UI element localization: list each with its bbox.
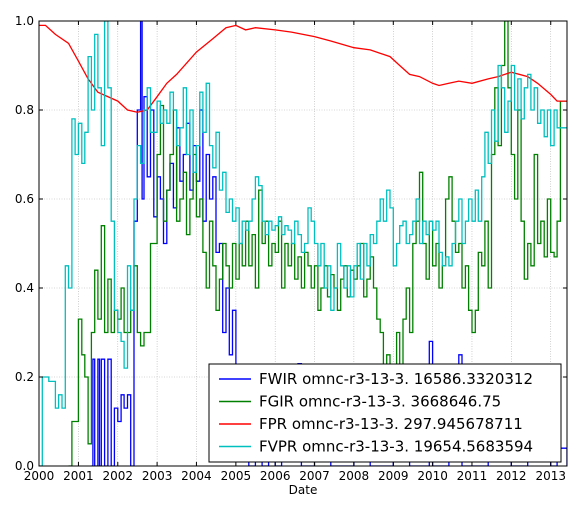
x-tick-label: 2005 [221,469,252,483]
x-tick-label: 2006 [260,469,291,483]
legend-label: FVPR omnc-r3-13-3. 19654.5683594 [259,438,533,456]
y-tick-label: 0.2 [15,370,34,384]
series-lines [39,21,567,466]
y-tick-label: 1.0 [15,14,34,28]
series-line-3 [39,24,567,113]
x-tick-label: 2011 [457,469,488,483]
series-line-4 [39,21,567,466]
legend-label: FGIR omnc-r3-13-3. 3668646.75 [259,393,501,411]
y-tick-label: 0.8 [15,103,34,117]
x-tick-label: 2002 [102,469,133,483]
x-axis-label: Date [289,483,318,497]
x-tick-label: 2008 [339,469,370,483]
x-tick-label: 2000 [24,469,55,483]
x-tick-label: 2003 [142,469,173,483]
plot-frame [38,20,568,467]
series-line-1 [91,21,567,466]
x-tick-label: 2001 [63,469,94,483]
x-tick-label: 2004 [181,469,212,483]
legend-box [208,363,562,463]
x-tick-label: 2012 [496,469,527,483]
y-tick-label: 0.4 [15,281,34,295]
x-tick-label: 2013 [535,469,566,483]
x-tick-label: 2007 [299,469,330,483]
legend-label: FPR omnc-r3-13-3. 297.945678711 [259,415,523,433]
legend: FWIR omnc-r3-13-3. 16586.3320312 FGIR omn… [208,363,562,463]
legend-label: FWIR omnc-r3-13-3. 16586.3320312 [259,370,533,388]
y-tick-label: 0.0 [15,459,34,473]
axis-ticks: 2000 2001 2002 2003 2004 2005 2006 2007 2008 2009… [15,14,567,483]
y-tick-label: 0.6 [15,192,34,206]
x-tick-label: 2009 [378,469,409,483]
x-tick-label: 2010 [417,469,448,483]
